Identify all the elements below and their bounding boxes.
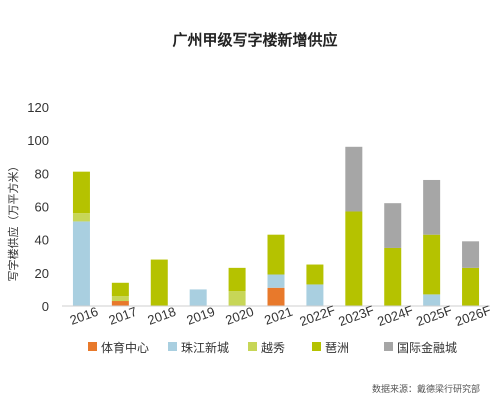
bar-segment	[189, 289, 207, 306]
legend-label: 越秀	[261, 341, 285, 355]
legend-swatch	[168, 342, 177, 351]
bar-segment	[384, 247, 402, 306]
bar-segment	[267, 234, 285, 275]
bars-group	[72, 146, 480, 306]
y-tick-label: 0	[42, 299, 49, 314]
bar-segment	[111, 301, 129, 306]
x-tick-label: 2019	[184, 304, 216, 328]
bar-segment	[423, 179, 441, 235]
x-tick-label: 2020	[223, 304, 255, 328]
y-tick-label: 120	[27, 100, 49, 115]
bar-segment	[384, 203, 402, 248]
legend-label: 国际金融城	[397, 340, 457, 355]
bar-segment	[306, 284, 324, 306]
y-tick-label: 60	[35, 200, 49, 215]
y-tick-label: 20	[35, 266, 49, 281]
bar-segment	[267, 274, 285, 288]
bar-segment	[423, 294, 441, 306]
x-tick-label: 2018	[146, 304, 178, 328]
legend-label: 琶洲	[325, 341, 349, 355]
y-axis-ticks: 0 20 40 60 80 100 120	[27, 100, 49, 314]
bar-segment	[306, 264, 324, 285]
chart-title: 广州甲级写字楼新增供应	[172, 31, 337, 49]
legend-swatch	[384, 342, 393, 351]
bar-segment	[228, 267, 246, 292]
x-tick-label: 2021	[262, 304, 294, 328]
bar-segment	[462, 241, 480, 268]
legend-label: 体育中心	[101, 340, 149, 355]
legend-swatch	[88, 342, 97, 351]
x-tick-label: 2017	[107, 304, 139, 328]
bar-segment	[72, 213, 90, 222]
bar-segment	[423, 234, 441, 295]
bar-segment	[111, 296, 129, 302]
legend-swatch	[248, 342, 257, 351]
y-tick-label: 80	[35, 166, 49, 181]
y-axis-label: 写字楼供应（万平方米）	[6, 161, 20, 282]
x-tick-label: 2016	[68, 304, 100, 328]
y-tick-label: 40	[35, 233, 49, 248]
legend: 体育中心 珠江新城 越秀 琶洲 国际金融城	[88, 340, 457, 355]
legend-label: 珠江新城	[181, 340, 229, 355]
source-note: 数据来源：戴德梁行研究部	[372, 383, 480, 395]
legend-swatch	[312, 342, 321, 351]
bar-segment	[228, 291, 246, 306]
y-tick-label: 100	[27, 133, 49, 148]
bar-segment	[345, 211, 363, 306]
bar-segment	[111, 282, 129, 297]
bar-segment	[72, 171, 90, 214]
bar-segment	[345, 146, 363, 212]
bar-segment	[462, 267, 480, 306]
bar-segment	[267, 287, 285, 306]
bar-segment	[72, 221, 90, 306]
bar-segment	[150, 259, 168, 306]
